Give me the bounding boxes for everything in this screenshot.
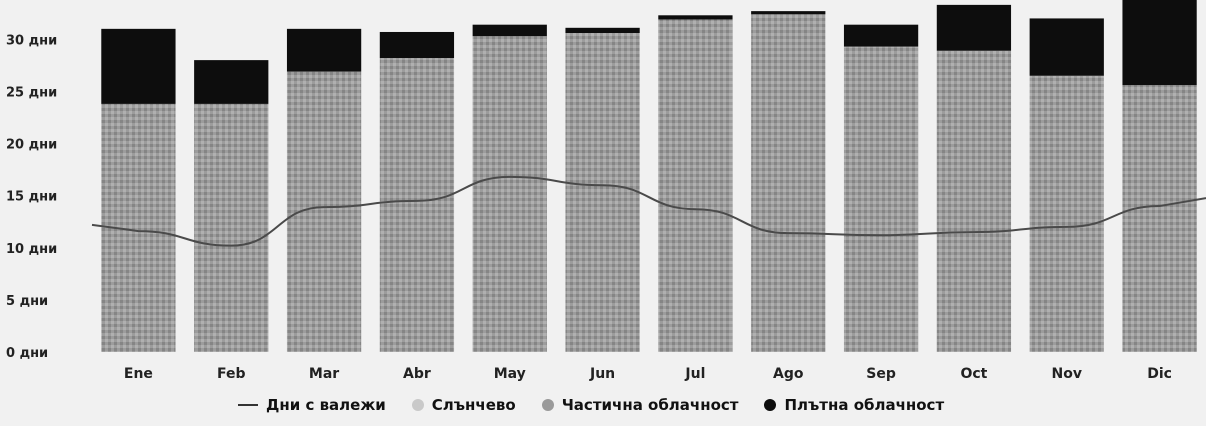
precipitation-line	[91, 175, 1206, 247]
bar-partly-cloudy	[936, 50, 1012, 353]
y-tick-label: 15 дни	[6, 190, 57, 205]
x-tick-label: Oct	[960, 366, 987, 382]
bar-partly-cloudy	[472, 36, 547, 353]
bar-overcast	[379, 31, 455, 59]
y-tick-label: 20 дни	[6, 138, 57, 153]
x-tick-label: Abr	[403, 366, 431, 382]
legend-item-partly: Частична облачност	[541, 396, 739, 414]
legend-label-sunny: Слънчево	[431, 396, 516, 414]
bar-overcast	[751, 11, 826, 15]
bar-overcast	[194, 60, 269, 104]
legend-label-precip: Дни с валежи	[266, 396, 386, 414]
x-tick-label: May	[494, 366, 526, 382]
legend-dot-overcast	[764, 399, 777, 411]
bar-overcast	[1122, 0, 1197, 86]
legend-label-overcast: Плътна облачност	[784, 396, 945, 414]
bar-partly-cloudy	[1122, 85, 1197, 352]
x-tick-label: Mar	[309, 366, 339, 382]
bar-overcast	[472, 24, 547, 37]
bar-overcast	[101, 28, 176, 104]
bar-partly-cloudy	[379, 58, 455, 352]
bar-overcast	[936, 4, 1012, 51]
bar-overcast	[843, 24, 919, 47]
x-tick-label: Ago	[773, 366, 804, 382]
bar-partly-cloudy	[843, 46, 919, 352]
precipitation-line-group	[91, 175, 1206, 247]
bar-partly-cloudy	[565, 33, 640, 352]
bar-partly-cloudy	[1029, 75, 1104, 353]
bar-overcast	[1029, 18, 1104, 76]
x-axis: Ene Feb Mar Abr May Jun Jul Ago Sep Oct Nov Dic	[124, 366, 1172, 382]
legend-item-overcast: Плътна облачност	[764, 396, 944, 414]
legend-dot-sunny	[411, 399, 424, 411]
legend-item-sunny: Слънчево	[411, 396, 516, 414]
bars-group	[101, 0, 1197, 353]
bar-partly-cloudy	[658, 19, 733, 352]
y-tick-label: 25 дни	[6, 85, 57, 100]
legend-line-swatch	[238, 404, 258, 406]
y-tick-label: 30 дни	[6, 33, 57, 48]
x-tick-label: Jul	[684, 366, 705, 382]
x-tick-label: Jun	[589, 366, 615, 382]
x-tick-label: Feb	[217, 366, 246, 382]
legend-dot-partly	[541, 399, 554, 411]
bar-overcast	[565, 27, 640, 34]
bar-partly-cloudy	[194, 103, 269, 352]
bar-partly-cloudy	[751, 14, 826, 352]
x-tick-label: Dic	[1147, 366, 1172, 382]
legend-label-partly: Частична облачност	[561, 396, 739, 414]
y-tick-label: 5 дни	[6, 294, 48, 309]
bar-overcast	[286, 28, 362, 72]
x-tick-label: Sep	[866, 366, 896, 382]
legend-item-precip: Дни с валежи	[238, 396, 386, 414]
legend: Дни с валежи Слънчево Частична облачност…	[238, 396, 944, 414]
y-tick-label: 10 дни	[6, 242, 57, 257]
bar-overcast	[658, 15, 733, 20]
y-axis: 0 дни 5 дни 10 дни 15 дни 20 дни 25 дни 30 дни	[6, 33, 57, 361]
y-tick-label: 0 дни	[6, 346, 48, 361]
x-tick-label: Ene	[124, 366, 153, 382]
x-tick-label: Nov	[1052, 366, 1082, 382]
